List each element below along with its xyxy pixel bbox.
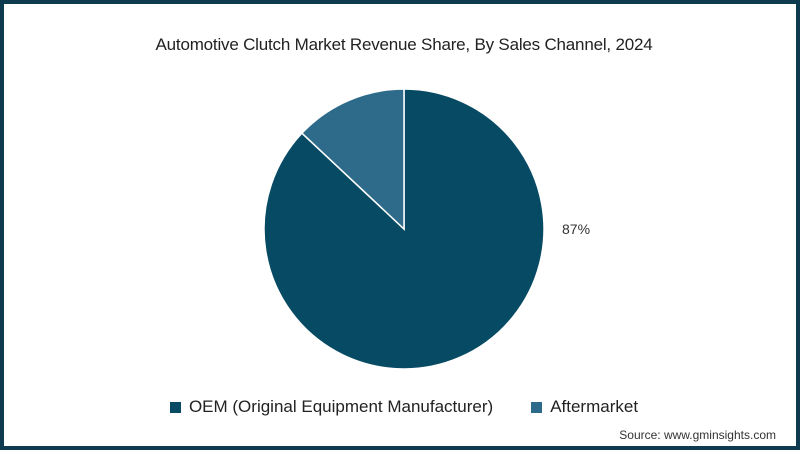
legend-item-oem: OEM (Original Equipment Manufacturer) [169,397,494,417]
pie-slice-aftermarket [300,88,405,231]
legend-label-aftermarket: Aftermarket [550,397,639,416]
chart-title: Automotive Clutch Market Revenue Share, … [155,35,653,54]
legend: OEM (Original Equipment Manufacturer) Af… [4,397,800,417]
oem-data-label: 87% [562,221,591,237]
legend-swatch-oem [169,401,181,413]
source-note: Source: www.gminsights.com [619,428,776,442]
legend-swatch-aftermarket [531,401,543,413]
legend-label-oem: OEM (Original Equipment Manufacturer) [188,397,494,416]
pie-chart [263,88,545,370]
legend-item-aftermarket: Aftermarket [531,397,638,417]
